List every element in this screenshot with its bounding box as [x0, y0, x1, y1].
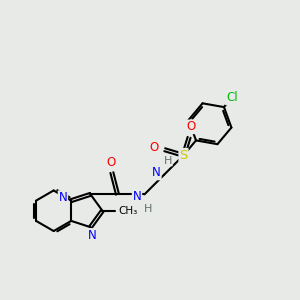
Text: N: N [58, 191, 67, 204]
Text: CH₃: CH₃ [118, 206, 138, 216]
Text: H: H [144, 204, 152, 214]
Text: H: H [164, 156, 172, 166]
Text: Cl: Cl [226, 92, 238, 104]
Text: N: N [152, 167, 161, 179]
Text: N: N [133, 190, 141, 203]
Text: O: O [186, 120, 196, 133]
Text: S: S [179, 149, 188, 162]
Text: O: O [106, 156, 116, 169]
Text: O: O [150, 141, 159, 154]
Text: N: N [88, 229, 97, 242]
